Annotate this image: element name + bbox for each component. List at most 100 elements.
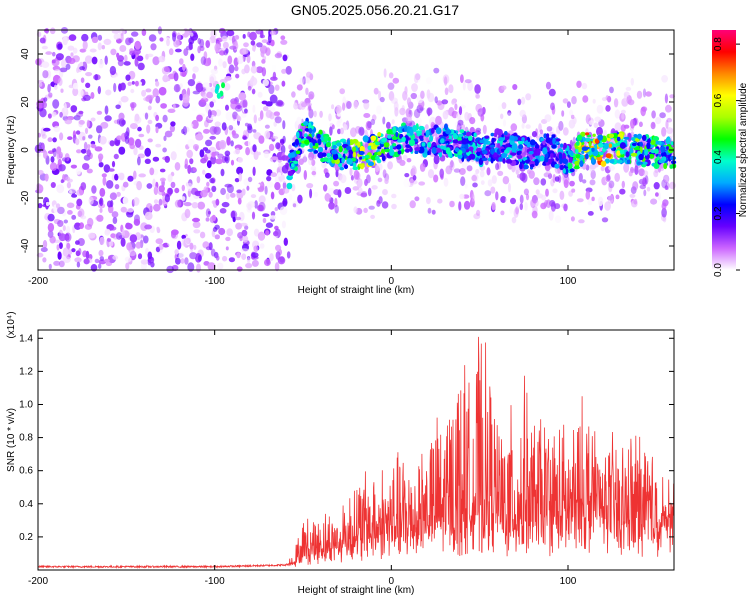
spectrogram-signal-cell: [484, 190, 492, 197]
snr-y-tick-label: 1.4: [19, 333, 33, 344]
spectrogram-signal-cell: [332, 145, 337, 149]
spectrogram-noise-cell: [158, 198, 163, 206]
spectrogram-noise-cell: [252, 144, 257, 153]
spectrogram-noise-cell: [270, 156, 279, 161]
spectrogram-noise-cell: [230, 159, 235, 166]
spectrogram-signal-cell: [665, 119, 669, 129]
spectrogram-noise-cell: [108, 168, 115, 172]
spectrogram-noise-cell: [42, 70, 49, 79]
spectrogram-signal-cell: [518, 144, 524, 150]
spectrogram-signal-cell: [431, 147, 437, 154]
spectrogram-noise-cell: [132, 190, 139, 197]
spectrogram-noise-cell: [125, 74, 131, 81]
spectrogram-noise-cell: [207, 262, 216, 271]
spectrogram-y-tick-label: 0: [20, 147, 31, 153]
spectrogram-noise-cell: [174, 187, 180, 194]
spectrogram-noise-cell: [39, 37, 46, 44]
spectrogram-noise-cell: [199, 149, 205, 158]
spectrogram-noise-cell: [91, 36, 99, 43]
spectrogram-noise-cell: [249, 31, 257, 41]
spectrogram-noise-cell: [189, 252, 198, 260]
spectrogram-signal-cell: [336, 142, 342, 147]
spectrogram-signal-cell: [352, 166, 359, 171]
spectrogram-noise-cell: [202, 82, 210, 89]
spectrogram-signal-cell: [635, 138, 640, 142]
spectrogram-signal-cell: [476, 209, 481, 216]
spectrogram-noise-cell: [90, 92, 95, 99]
spectrogram-noise-cell: [214, 43, 221, 53]
spectrogram-noise-cell: [234, 65, 239, 72]
spectrogram-noise-cell: [108, 240, 114, 247]
spectrogram-signal-cell: [469, 117, 476, 125]
spectrogram-signal-cell: [548, 210, 554, 221]
spectrogram-noise-cell: [169, 124, 175, 133]
spectrogram-noise-cell: [45, 27, 49, 34]
spectrogram-signal-cell: [661, 75, 668, 83]
spectrogram-signal-cell: [340, 127, 344, 135]
spectrogram-signal-cell: [328, 201, 335, 210]
spectrogram-noise-cell: [49, 235, 56, 244]
spectrogram-signal-cell: [288, 193, 293, 201]
spectrogram-signal-cell: [454, 103, 458, 111]
spectrogram-noise-cell: [225, 104, 229, 111]
spectrogram-signal-cell: [286, 182, 293, 190]
spectrogram-signal-cell: [475, 169, 480, 174]
spectrogram-noise-cell: [97, 86, 102, 95]
spectrogram-signal-cell: [637, 133, 642, 140]
spectrogram-noise-cell: [209, 135, 216, 140]
spectrogram-signal-cell: [357, 141, 361, 148]
spectrogram-signal-cell: [288, 144, 292, 150]
spectrogram-noise-cell: [101, 173, 107, 178]
spectrogram-noise-cell: [231, 130, 236, 136]
spectrogram-signal-cell: [598, 151, 604, 156]
snr-x-ticks: -200 -100 0 100: [28, 330, 577, 587]
spectrogram-noise-cell: [47, 83, 51, 93]
spectrogram-noise-cell: [48, 92, 53, 98]
spectrogram-x-ticks: -200 -100 0 100: [28, 30, 577, 287]
spectrogram-signal-cell: [392, 126, 397, 134]
spectrogram-noise-cell: [242, 99, 248, 109]
spectrogram-signal-cell: [360, 164, 364, 170]
spectrogram-signal-cell: [363, 100, 370, 110]
spectrogram-noise-cell: [115, 104, 121, 110]
spectrogram-signal-cell: [649, 153, 655, 159]
spectrogram-noise-cell: [174, 162, 181, 171]
spectrogram-noise-cell: [76, 67, 80, 74]
spectrogram-noise-cell: [176, 142, 181, 153]
spectrogram-noise-cell: [51, 148, 57, 153]
spectrogram-noise-cell: [129, 50, 136, 56]
spectrogram-noise-cell: [245, 147, 251, 156]
spectrogram-signal-cell: [548, 158, 552, 165]
spectrogram-noise-cell: [99, 136, 107, 145]
spectrogram-signal-cell: [308, 122, 312, 130]
spectrogram-signal-cell: [575, 154, 581, 159]
spectrogram-signal-cell: [636, 90, 643, 99]
spectrogram-noise-cell: [237, 157, 244, 163]
spectrogram-noise-cell: [147, 105, 152, 111]
spectrogram-signal-cell: [608, 180, 615, 189]
spectrogram-signal-cell: [387, 82, 395, 90]
spectrogram-signal-cell: [473, 213, 481, 220]
spectrogram-signal-cell: [511, 216, 517, 224]
spectrogram-signal-cell: [582, 95, 589, 103]
spectrogram-noise-cell: [111, 29, 120, 34]
spectrogram-noise-cell: [219, 208, 227, 214]
spectrogram-signal-cell: [443, 177, 449, 187]
snr-x-tick-label: -100: [205, 576, 225, 587]
spectrogram-noise-cell: [47, 222, 55, 232]
spectrogram-noise-cell: [144, 224, 153, 230]
spectrogram-noise-cell: [71, 194, 78, 198]
spectrogram-signal-cell: [552, 174, 556, 183]
spectrogram-noise-cell: [167, 239, 175, 247]
spectrogram-noise-cell: [126, 208, 134, 213]
spectrogram-signal-cell: [536, 148, 541, 156]
spectrogram-noise-cell: [159, 37, 164, 42]
spectrogram-signal-cell: [353, 170, 360, 180]
spectrogram-noise-cell: [186, 149, 193, 159]
spectrogram-noise-cell: [145, 88, 152, 93]
spectrogram-noise-cell: [205, 139, 213, 147]
spectrogram-noise-cell: [41, 61, 50, 68]
colorbar-label: Normalized spectral amplitude: [738, 82, 749, 217]
spectrogram-signal-cell: [505, 159, 513, 164]
spectrogram-noise-cell: [146, 53, 154, 58]
